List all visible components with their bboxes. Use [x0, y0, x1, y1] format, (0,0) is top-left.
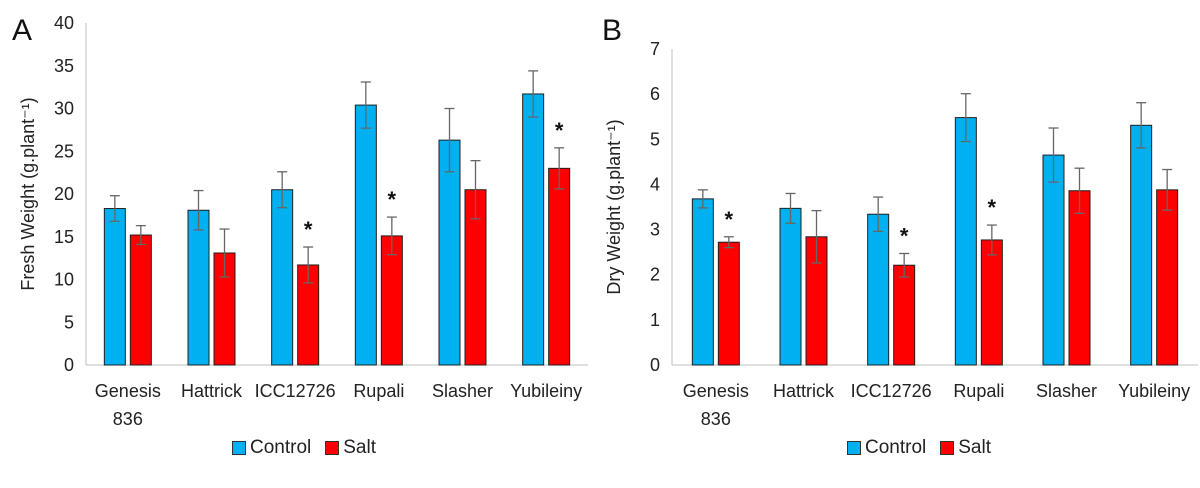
x-tick-label: 836 [701, 409, 731, 429]
significance-marker: * [900, 223, 909, 248]
control-bar [954, 117, 977, 366]
x-tick-label: ICC12726 [851, 381, 932, 401]
control-bar [354, 104, 377, 366]
y-tick-label: 4 [650, 174, 660, 194]
salt-bar [1068, 190, 1091, 366]
salt-bar [1156, 189, 1179, 366]
y-tick-label: 10 [54, 270, 74, 290]
x-tick-label: Rupali [953, 381, 1004, 401]
control-bar [779, 207, 802, 366]
legend-label-control: Control [250, 437, 312, 458]
chart-legend-a: Control Salt [232, 437, 390, 459]
control-swatch [232, 441, 246, 455]
y-tick-label: 2 [650, 265, 660, 285]
x-tick-label: Genesis [95, 381, 161, 401]
significance-marker: * [725, 207, 734, 232]
x-tick-label: Slasher [1036, 381, 1097, 401]
y-tick-label: 5 [650, 129, 660, 149]
significance-marker: * [388, 187, 397, 212]
control-bar [1042, 154, 1065, 366]
x-tick-label: Slasher [432, 381, 493, 401]
y-tick-label: 20 [54, 184, 74, 204]
control-bar [1130, 124, 1153, 366]
salt-bar [980, 239, 1003, 366]
chart-legend-b: Control Salt [847, 437, 1005, 459]
dry-weight-chart-panel: B Dry Weight (g.plant⁻¹) 0 1 2 3 4 5 6 7 Genesis 8… [600, 0, 1200, 488]
y-tick-label: 35 [54, 56, 74, 76]
y-tick-label: 6 [650, 84, 660, 104]
dry-weight-chart: Dry Weight (g.plant⁻¹) 0 1 2 3 4 5 6 7 Genesis 836… [604, 39, 1198, 429]
control-bar [187, 209, 210, 366]
y-tick-label: 15 [54, 227, 74, 247]
salt-bar [893, 264, 916, 366]
significance-marker: * [555, 118, 564, 143]
legend-label-salt: Salt [343, 437, 376, 458]
control-bar [438, 139, 461, 366]
legend-label-salt: Salt [958, 437, 991, 458]
control-bar [103, 208, 126, 366]
y-axis-label: Dry Weight (g.plant⁻¹) [604, 119, 624, 294]
y-tick-label: 25 [54, 141, 74, 161]
x-tick-label: Genesis [683, 381, 749, 401]
y-tick-label: 30 [54, 99, 74, 119]
legend-item-salt: Salt [940, 437, 991, 459]
control-bar [867, 213, 890, 366]
control-bar [522, 93, 545, 366]
y-tick-label: 0 [650, 355, 660, 375]
panel-label-b: B [602, 14, 623, 47]
salt-bar [548, 167, 571, 366]
salt-bar [129, 234, 152, 366]
y-tick-label: 0 [64, 355, 74, 375]
control-swatch [847, 441, 861, 455]
control-bar [691, 198, 714, 366]
significance-marker: * [988, 195, 997, 220]
y-axis-label: Fresh Weight (g.plant⁻¹) [18, 97, 38, 290]
significance-marker: * [304, 217, 313, 242]
legend-item-salt: Salt [325, 437, 376, 459]
x-tick-label: Rupali [353, 381, 404, 401]
control-bar [271, 189, 294, 366]
x-tick-label: Yubileiny [1118, 381, 1190, 401]
legend-item-control: Control [847, 437, 926, 459]
y-tick-label: 3 [650, 220, 660, 240]
legend-label-control: Control [865, 437, 927, 458]
salt-bar [717, 241, 740, 366]
salt-swatch [325, 441, 340, 455]
x-tick-label: Hattrick [773, 381, 835, 401]
x-tick-label: Yubileiny [510, 381, 582, 401]
panel-label-a: A [12, 14, 33, 47]
y-tick-label: 40 [54, 13, 74, 33]
y-tick-label: 5 [64, 312, 74, 332]
x-tick-label: Hattrick [181, 381, 243, 401]
y-tick-label: 7 [650, 39, 660, 59]
legend-item-control: Control [232, 437, 311, 459]
salt-swatch [940, 441, 955, 455]
x-tick-label: 836 [113, 409, 143, 429]
fresh-weight-chart-panel: A Fresh Weight (g.plant⁻¹) 0 5 10 15 20 25 30 35… [12, 13, 588, 459]
y-tick-label: 1 [650, 310, 660, 330]
fresh-weight-chart: Fresh Weight (g.plant⁻¹) 0 5 10 15 20 25 30 35 40… [18, 13, 588, 429]
x-tick-label: ICC12726 [255, 381, 336, 401]
